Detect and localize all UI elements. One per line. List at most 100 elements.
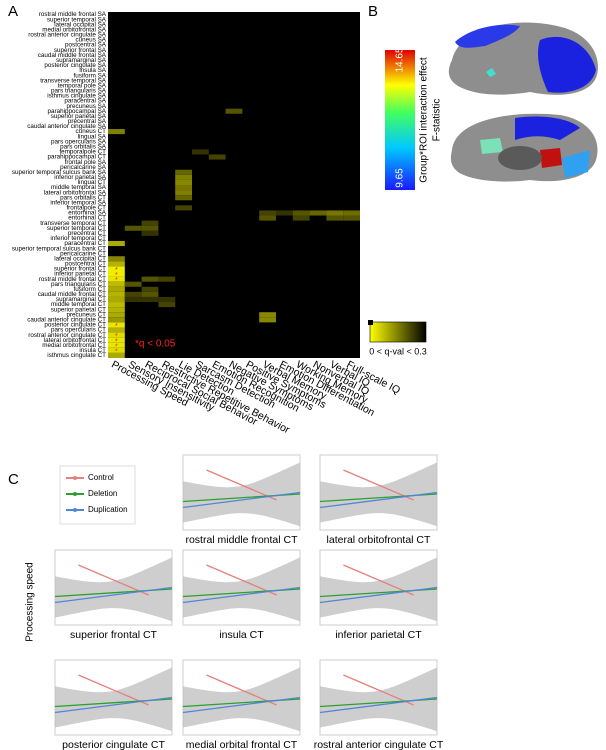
row-label: isthmus cingulate CT <box>47 352 106 359</box>
row-label: parahippocampal SA <box>48 108 107 115</box>
heatmap-cell <box>108 332 125 338</box>
q-colorbar <box>369 321 427 343</box>
row-label: lateral occipital CT <box>54 255 106 262</box>
plot-title: posterior cingulate CT <box>62 739 165 750</box>
confidence-band <box>55 557 172 622</box>
significance-star: * <box>115 323 118 330</box>
fit-line <box>343 674 414 706</box>
row-label: rostral middle frontal SA <box>39 11 107 18</box>
legend-label: Deletion <box>88 489 117 498</box>
heatmap-cell <box>108 322 125 328</box>
heatmap-cell <box>141 291 159 297</box>
f-colorbar-max: 14.65 <box>395 47 406 72</box>
heatmap-cell <box>108 296 125 303</box>
row-label: precentral CT <box>68 230 106 237</box>
fit-line <box>78 564 149 596</box>
fit-line <box>206 674 277 706</box>
row-label: transverse temporal CT <box>40 220 106 227</box>
heatmap-cell <box>108 317 125 323</box>
row-label: entorhinal SA <box>68 210 107 217</box>
heatmap-cell <box>326 210 344 216</box>
fit-line <box>206 469 277 501</box>
scatter-plot <box>182 549 301 626</box>
significance-star: * <box>115 277 118 284</box>
heatmap-cell <box>175 190 192 196</box>
panel-label: C <box>8 471 19 488</box>
heatmap-cell <box>175 179 192 185</box>
row-label: inferior parietal SA <box>54 174 107 181</box>
significance-star: * <box>115 338 118 345</box>
legend-swatch-dot <box>73 476 77 480</box>
heatmap-cell <box>259 312 276 318</box>
significance-star: * <box>115 348 118 355</box>
heatmap-cell <box>343 215 360 221</box>
row-label: insula SA <box>79 67 106 74</box>
heatmap-cell <box>158 296 176 303</box>
fit-line <box>206 564 277 596</box>
row-label: superior parietal SA <box>51 113 107 120</box>
row-label: temporal pole SA <box>58 82 107 89</box>
row-label: cuneus CT <box>76 128 107 135</box>
heatmap-cell <box>108 281 125 287</box>
legend-label: Control <box>88 473 114 482</box>
row-label: temporalpole CT <box>59 149 106 156</box>
significance-star: * <box>115 272 118 279</box>
plot-title: inferior parietal CT <box>335 629 422 641</box>
row-label: superior frontal SA <box>54 47 107 54</box>
brain-lateral <box>448 22 598 95</box>
row-label: precuneus SA <box>66 103 106 110</box>
row-label: cuneus SA <box>76 37 107 44</box>
row-label: paracentral CT <box>64 240 106 247</box>
heatmap-cell <box>192 149 209 155</box>
heatmap-cell <box>158 302 176 308</box>
row-label: pars triangularis CT <box>51 281 106 288</box>
f-colorbar-title: Group*ROI interaction effect <box>419 57 430 183</box>
heatmap-cell <box>141 296 159 303</box>
row-label: postcentral SA <box>65 42 107 49</box>
heatmap-cell <box>108 307 125 313</box>
heatmap-cell <box>326 215 344 221</box>
row-label: inferior temporal CT <box>50 235 106 242</box>
row-label: pars orbitalis SA <box>60 144 107 151</box>
f-colorbar-subtitle: F-statistic <box>432 99 443 142</box>
scatter-plot <box>319 454 438 531</box>
heatmap-cell <box>175 205 192 211</box>
heatmap-cell <box>309 210 327 216</box>
row-label: frontalpole CT <box>66 205 106 212</box>
row-label: inferior temporal SA <box>50 199 106 206</box>
legend-label: Duplication <box>88 505 128 514</box>
row-label: middle temporal CT <box>51 301 106 308</box>
confidence-band <box>183 557 300 622</box>
fit-line <box>54 696 173 714</box>
heatmap-cell <box>343 210 360 216</box>
row-label: precuneus CT <box>66 311 106 318</box>
fit-line <box>343 469 414 501</box>
heatmap-cell <box>108 266 125 272</box>
row-label: transverse temporal SA <box>40 77 107 84</box>
heatmap-cell <box>141 220 159 226</box>
scatter-plot <box>319 659 438 736</box>
row-label: superior parietal CT <box>51 306 106 313</box>
fit-line <box>182 491 301 509</box>
row-label: superior frontal CT <box>54 266 106 273</box>
row-label: medial orbitofrontal CT <box>42 342 106 349</box>
fit-line <box>319 696 438 714</box>
heatmap-cell <box>175 169 192 175</box>
row-label: parahippocampal CT <box>48 154 107 161</box>
f-colorbar-min: 9.65 <box>395 168 406 188</box>
heatmap-cell <box>141 225 159 231</box>
row-label: isthmus cingulate SA <box>47 93 107 100</box>
heatmap-cell <box>208 154 226 160</box>
fit-line <box>54 586 173 604</box>
panel-label: B <box>368 3 378 20</box>
heatmap-cell <box>108 291 125 297</box>
row-label: caudal anterior cingulate SA <box>27 123 107 130</box>
confidence-band <box>183 462 300 527</box>
row-label: supramarginal SA <box>56 57 107 64</box>
significance-note: *q < 0.05 <box>135 339 176 350</box>
row-label: fusiform SA <box>73 72 106 79</box>
heatmap-cell <box>108 240 125 247</box>
row-label: supramarginal CT <box>56 296 106 303</box>
